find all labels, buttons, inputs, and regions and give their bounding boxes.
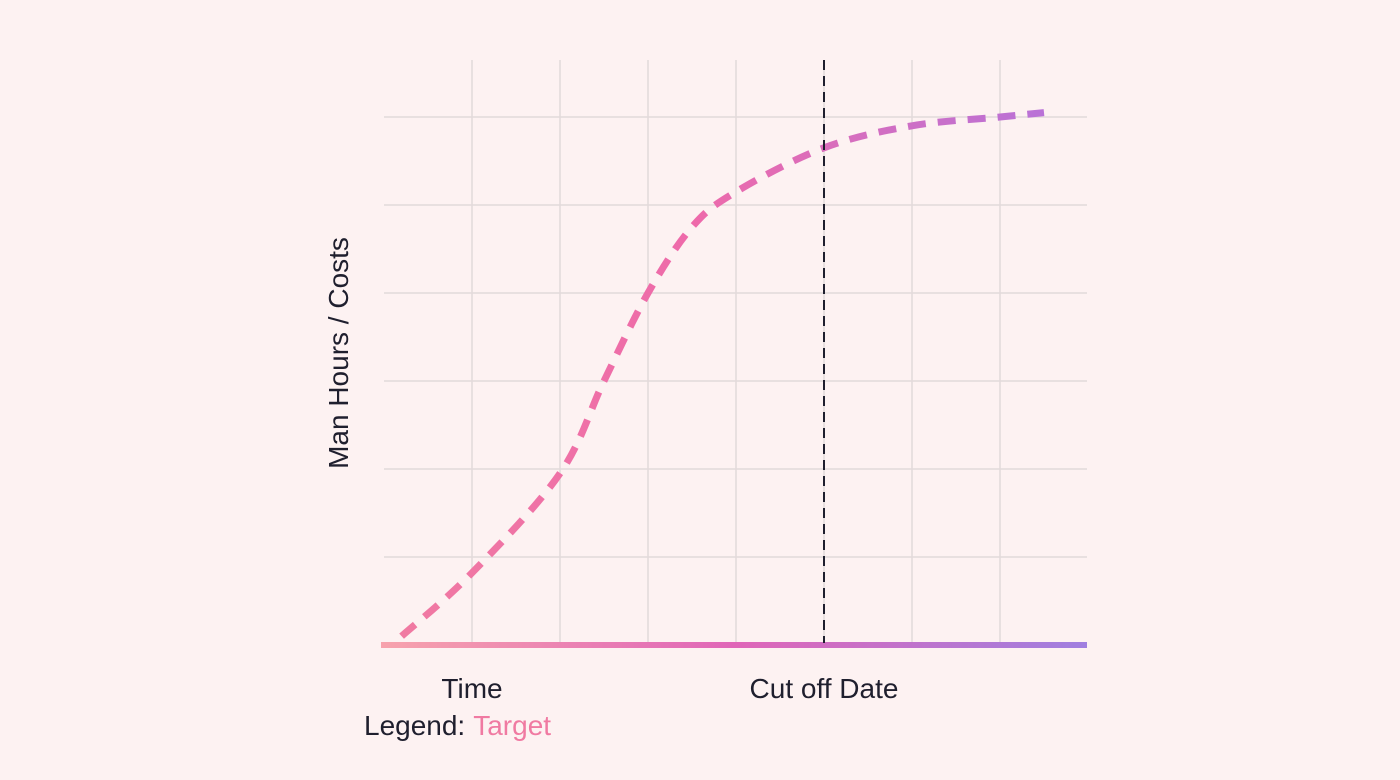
x-axis-label: Time: [441, 673, 502, 704]
series-target-line: [399, 109, 1045, 639]
x-axis-line: [381, 642, 1087, 648]
labels: Time Man Hours / Costs Legend: Target Cut…: [323, 237, 898, 741]
legend-item-target: Target: [473, 710, 551, 741]
grid: [384, 60, 1087, 645]
y-axis-label: Man Hours / Costs: [323, 237, 354, 469]
cutoff-date-label: Cut off Date: [750, 673, 899, 704]
legend: Legend: Target: [364, 710, 551, 741]
legend-prefix: Legend:: [364, 710, 465, 741]
series-layer: [399, 109, 1045, 639]
axes: [381, 60, 1087, 648]
